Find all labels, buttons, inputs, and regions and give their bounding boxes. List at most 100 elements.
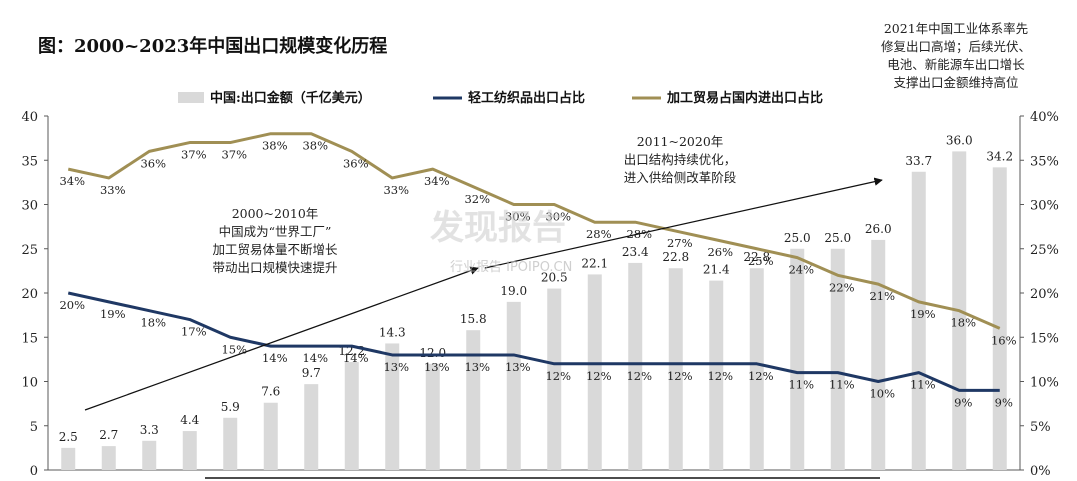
bar-label-2015: 22.8 [662, 250, 689, 264]
line-label-1-2008: 13% [383, 360, 409, 374]
line-label-2-2018: 24% [788, 263, 814, 277]
line-label-2-2015: 27% [667, 236, 693, 250]
line-label-2-2007: 36% [343, 156, 369, 170]
line-label-2-2002: 36% [140, 156, 166, 170]
line-label-2-2013: 28% [586, 227, 612, 241]
bar-label-2011: 19.0 [500, 284, 527, 298]
line-label-1-2020: 10% [869, 387, 895, 401]
line-label-2-2010: 32% [464, 192, 490, 206]
line-label-1-2005: 14% [262, 351, 288, 365]
series-line-2 [67, 132, 1001, 330]
line-label-2-2006: 38% [302, 139, 328, 153]
line-label-1-2007: 14% [343, 351, 369, 365]
bar-label-2006: 9.7 [302, 366, 321, 380]
y-tick-label-left: 25 [21, 243, 38, 258]
bar-label-2008: 14.3 [379, 325, 406, 339]
bar-label-2020: 26.0 [865, 222, 892, 236]
bar-label-2013: 22.1 [581, 256, 608, 270]
bar-label-2016: 21.4 [703, 263, 730, 277]
line-label-1-2018: 11% [788, 378, 814, 392]
watermark-logo: 发现报告 [430, 208, 566, 248]
bar-2001 [101, 446, 116, 470]
line-label-2-2009: 34% [424, 174, 450, 188]
line-label-1-2017: 12% [748, 369, 774, 383]
y-tick-label-left: 0 [30, 464, 38, 479]
line-label-1-2012: 12% [545, 369, 571, 383]
line-label-1-2015: 12% [667, 369, 693, 383]
bar-2013 [587, 274, 602, 470]
y-tick-label-left: 20 [21, 287, 38, 302]
bar-label-2012: 20.5 [541, 271, 568, 285]
line-label-1-2010: 13% [464, 360, 490, 374]
line-label-1-2016: 12% [707, 369, 733, 383]
bar-label-2002: 3.3 [140, 423, 159, 437]
y-tick-label-left: 30 [21, 199, 38, 214]
line-label-2-2022: 18% [950, 316, 976, 330]
y-tick-label-left: 5 [30, 420, 38, 435]
bar-label-2005: 7.6 [261, 385, 280, 399]
y-tick-label-right: 10% [1030, 376, 1059, 391]
annotation-2021: 2021年中国工业体系率先 修复出口高增；后续光伏、 电池、新能源车出口增长 支… [880, 21, 1031, 90]
watermark-text: 行业报告 IPOIPO.CN [450, 260, 573, 275]
bar-2015 [668, 268, 683, 470]
chart-title: 图：2000~2023年中国出口规模变化历程 [38, 36, 388, 57]
bar-2016 [709, 280, 724, 470]
line-label-2-2011: 30% [505, 210, 531, 224]
bar-label-2000: 2.5 [59, 430, 78, 444]
bar-label-2021: 33.7 [905, 154, 932, 168]
legend-label-olive: 加工贸易占国内进出口占比 [666, 90, 823, 106]
bar-2021 [911, 171, 926, 470]
y-tick-label-left: 10 [21, 376, 38, 391]
series-line-1 [67, 291, 1000, 392]
line-label-2-2003: 37% [181, 148, 207, 162]
line-label-1-2009: 13% [424, 360, 450, 374]
bar-2014 [628, 262, 643, 470]
line-label-2-2012: 30% [545, 210, 571, 224]
y-tick-label-left: 40 [21, 110, 38, 125]
bar-2011 [506, 301, 521, 470]
bar-2010 [466, 330, 481, 470]
bar-label-2009: 12.0 [419, 346, 446, 360]
y-tick-label-left: 15 [21, 331, 38, 346]
y-tick-label-right: 0% [1030, 464, 1051, 479]
line-label-2-2021: 19% [910, 307, 936, 321]
bar-label-2018: 25.0 [784, 231, 811, 245]
y-tick-label-right: 25% [1030, 243, 1059, 258]
y-tick-label-right: 15% [1030, 331, 1059, 346]
line-label-2-2017: 25% [748, 254, 774, 268]
line-label-1-2014: 12% [626, 369, 652, 383]
legend-label-navy: 轻工纺织品出口占比 [468, 90, 585, 106]
bar-label-2022: 36.0 [946, 133, 973, 147]
bar-2023 [992, 167, 1007, 470]
bar-2017 [749, 268, 764, 470]
line-label-1-2011: 13% [505, 360, 531, 374]
line-label-2-2004: 37% [221, 148, 247, 162]
arrow-2011-2020 [484, 177, 883, 269]
bar-2006 [304, 384, 319, 470]
bar-label-2004: 5.9 [221, 400, 240, 414]
y-tick-label-right: 20% [1030, 287, 1059, 302]
line-label-2-2023: 16% [991, 333, 1017, 347]
line-label-2-2001: 33% [100, 183, 126, 197]
line-label-1-2003: 17% [181, 325, 207, 339]
bar-label-2010: 15.8 [460, 312, 487, 326]
line-label-1-2022: 9% [954, 395, 972, 409]
annotation-2011-2020: 2011~2020年 出口结构持续优化， 进入供给侧改革阶段 [623, 134, 737, 185]
line-label-1-2023: 9% [995, 395, 1013, 409]
bar-label-2019: 25.0 [824, 231, 851, 245]
line-label-2-2016: 26% [707, 245, 733, 259]
legend-label-bar: 中国:出口金额（千亿美元） [210, 90, 371, 106]
legend-swatch-bar [178, 92, 204, 103]
line-label-1-2021: 11% [910, 378, 936, 392]
bar-2007 [344, 362, 359, 470]
bar-label-2023: 34.2 [986, 149, 1013, 163]
line-label-1-2013: 12% [586, 369, 612, 383]
bar-2000 [61, 447, 76, 470]
line-label-1-2002: 18% [140, 316, 166, 330]
bar-2005 [263, 402, 278, 470]
bar-2020 [871, 239, 886, 470]
bar-2018 [790, 248, 805, 470]
bar-2019 [830, 248, 845, 470]
